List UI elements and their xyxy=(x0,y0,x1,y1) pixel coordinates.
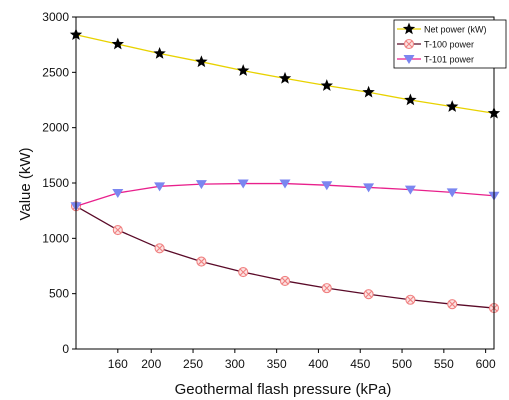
data-point xyxy=(363,183,375,193)
legend: Net power (kW) T-100 power T-101 power xyxy=(393,19,507,69)
series-3 xyxy=(70,179,500,212)
x-tick-label: 450 xyxy=(350,357,370,371)
y-axis-title: Value (kW) xyxy=(17,147,34,220)
data-point xyxy=(237,179,249,189)
plot-area xyxy=(69,28,501,314)
axes: 0 500 1000 1500 2000 2500 3000 200 250 300 350 400 4… xyxy=(42,10,496,371)
data-point xyxy=(154,243,165,254)
y-tick-label: 1000 xyxy=(42,231,69,245)
legend-marker xyxy=(403,38,415,50)
y-tick-label: 0 xyxy=(62,342,69,356)
series-line xyxy=(75,205,495,309)
data-point xyxy=(320,79,333,91)
data-point xyxy=(195,180,207,190)
x-tick-label: 300 xyxy=(225,357,245,371)
legend-marker xyxy=(402,22,416,35)
x-tick-label: 200 xyxy=(141,357,161,371)
data-point xyxy=(446,100,459,112)
x-tick-label: 250 xyxy=(183,357,203,371)
data-point xyxy=(154,182,166,192)
x-tick-label: 350 xyxy=(267,357,287,371)
x-tick-label: 600 xyxy=(476,357,496,371)
data-point xyxy=(321,283,332,294)
data-point xyxy=(363,289,374,300)
data-point xyxy=(446,188,458,198)
data-point xyxy=(362,85,375,98)
x-tick-label: 500 xyxy=(392,357,412,371)
data-point xyxy=(112,188,124,198)
data-point xyxy=(111,37,124,50)
y-tick-label: 3000 xyxy=(42,10,69,24)
data-point xyxy=(112,224,123,236)
x-axis-title: Geothermal flash pressure (kPa) xyxy=(175,381,392,398)
data-point xyxy=(321,181,333,191)
y-tick-label: 1500 xyxy=(42,176,69,190)
legend-marker xyxy=(403,55,415,64)
data-point xyxy=(153,47,166,59)
legend-label: T-101 power xyxy=(424,55,474,65)
data-point xyxy=(238,267,249,278)
series-2 xyxy=(70,201,500,314)
y-tick-label: 2500 xyxy=(42,65,69,79)
data-point xyxy=(279,179,291,189)
legend-label: T-100 power xyxy=(424,40,474,50)
legend-label: Net power (kW) xyxy=(424,25,487,35)
data-point xyxy=(279,275,291,286)
data-point xyxy=(237,64,250,76)
data-point xyxy=(447,299,458,310)
data-point xyxy=(278,71,292,84)
y-tick-label: 500 xyxy=(49,287,69,301)
data-point xyxy=(404,185,416,195)
data-point xyxy=(195,55,208,68)
x-tick-label: 400 xyxy=(308,357,328,371)
data-point xyxy=(404,93,417,106)
x-tick-label: 550 xyxy=(434,357,454,371)
y-tick-label: 2000 xyxy=(42,121,69,135)
data-point xyxy=(405,294,416,305)
data-point xyxy=(196,256,207,267)
x-tick-label: 160 xyxy=(108,357,128,371)
